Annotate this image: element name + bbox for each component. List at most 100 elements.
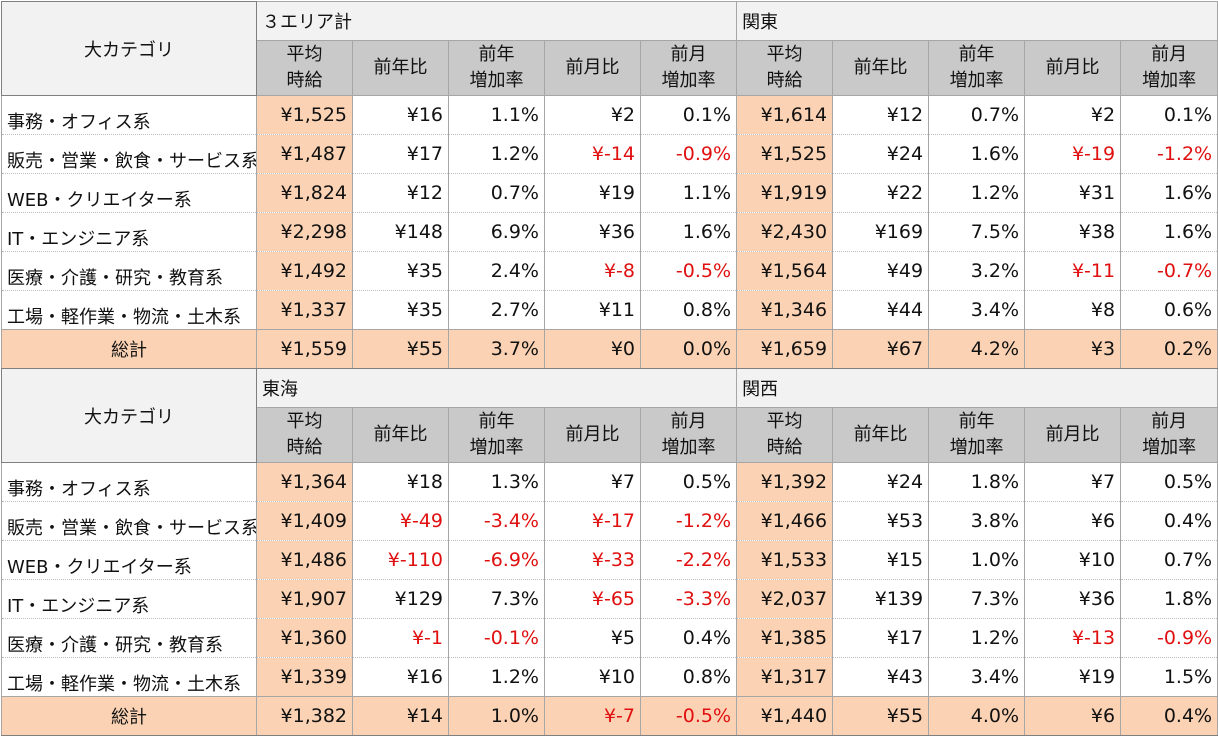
value-cell: ¥1,360 bbox=[256, 618, 353, 658]
column-header: 前月 増加率 bbox=[639, 407, 738, 463]
category-label: IT・エンジニア系 bbox=[1, 579, 257, 619]
value-cell: ¥-65 bbox=[544, 579, 641, 619]
value-cell: ¥1,614 bbox=[736, 95, 834, 135]
value-cell: 1.5% bbox=[1120, 657, 1218, 697]
column-header: 前年比 bbox=[832, 407, 930, 463]
value-cell: ¥14 bbox=[352, 696, 449, 736]
column-header: 前月比 bbox=[1024, 407, 1122, 463]
subheader-row: 平均 時給 前年比 前年 増加率 前月比 前月 増加率 平均 時給 前年比 前年 増加率 前月比… bbox=[2, 40, 1218, 96]
category-label: 事務・オフィス系 bbox=[1, 95, 257, 135]
value-cell: ¥1,564 bbox=[736, 251, 834, 291]
value-cell: ¥12 bbox=[352, 173, 449, 213]
table-row: 工場・軽作業・物流・土木系 ¥1,337 ¥35 2.7% ¥11 0.8% ¥1,346 ¥… bbox=[1, 290, 1218, 330]
table-row: IT・エンジニア系 ¥2,298 ¥148 6.9% ¥36 1.6% ¥2,430 ¥169… bbox=[1, 212, 1218, 252]
value-cell: ¥-11 bbox=[1024, 251, 1122, 291]
value-cell: ¥3 bbox=[1024, 329, 1122, 369]
value-cell: 0.4% bbox=[639, 618, 738, 658]
value-cell: -1.2% bbox=[1120, 134, 1218, 174]
value-cell: ¥1,337 bbox=[256, 290, 353, 330]
value-cell: -0.7% bbox=[1120, 251, 1218, 291]
region-header: ３エリア計 bbox=[255, 1, 738, 41]
value-cell: ¥139 bbox=[832, 579, 930, 619]
wage-table: 大カテゴリ ３エリア計 関東 平均 時給 前年比 前年 増加率 前月比 前月 増加率 平均 時給… bbox=[1, 1, 1218, 736]
value-cell: ¥36 bbox=[1024, 579, 1122, 619]
value-cell: ¥1,364 bbox=[256, 462, 353, 502]
category-label: 医療・介護・研究・教育系 bbox=[1, 251, 257, 291]
value-cell: 1.8% bbox=[1120, 579, 1218, 619]
column-header: 前年 増加率 bbox=[448, 40, 545, 96]
value-cell: ¥12 bbox=[832, 95, 930, 135]
category-label: IT・エンジニア系 bbox=[1, 212, 257, 252]
value-cell: 3.8% bbox=[928, 501, 1026, 541]
value-cell: ¥10 bbox=[1024, 540, 1122, 580]
value-cell: ¥1,382 bbox=[256, 696, 353, 736]
value-cell: -6.9% bbox=[448, 540, 545, 580]
category-label: 販売・営業・飲食・サービス系 bbox=[1, 134, 257, 174]
value-cell: 7.3% bbox=[928, 579, 1026, 619]
value-cell: 0.4% bbox=[1120, 696, 1218, 736]
value-cell: 0.5% bbox=[639, 462, 738, 502]
value-cell: 0.6% bbox=[1120, 290, 1218, 330]
value-cell: 1.8% bbox=[928, 462, 1026, 502]
category-header: 大カテゴリ bbox=[1, 1, 257, 96]
column-header: 前年比 bbox=[352, 407, 449, 463]
value-cell: 0.8% bbox=[639, 290, 738, 330]
value-cell: ¥7 bbox=[1024, 462, 1122, 502]
total-label: 総計 bbox=[1, 329, 257, 369]
table-row: 医療・介護・研究・教育系 ¥1,360 ¥-1 -0.1% ¥5 0.4% ¥1,385 ¥1… bbox=[1, 618, 1218, 658]
value-cell: ¥1,466 bbox=[736, 501, 834, 541]
value-cell: 1.0% bbox=[448, 696, 545, 736]
total-row: 総計 ¥1,559 ¥55 3.7% ¥0 0.0% ¥1,659 ¥67 4.2% ¥3 0.2% bbox=[1, 329, 1218, 369]
table-row: 工場・軽作業・物流・土木系 ¥1,339 ¥16 1.2% ¥10 0.8% ¥1,317 ¥… bbox=[1, 657, 1218, 697]
total-label: 総計 bbox=[1, 696, 257, 736]
column-header: 平均 時給 bbox=[256, 40, 353, 96]
value-cell: 0.7% bbox=[928, 95, 1026, 135]
value-cell: ¥1,525 bbox=[736, 134, 834, 174]
value-cell: ¥38 bbox=[1024, 212, 1122, 252]
column-header: 平均 時給 bbox=[736, 40, 834, 96]
value-cell: ¥2 bbox=[1024, 95, 1122, 135]
region-header-row: 大カテゴリ 東海 関西 bbox=[1, 368, 1218, 463]
value-cell: 1.2% bbox=[448, 134, 545, 174]
value-cell: 4.0% bbox=[928, 696, 1026, 736]
region-header: 関西 bbox=[736, 368, 1218, 408]
value-cell: ¥19 bbox=[544, 173, 641, 213]
value-cell: -1.2% bbox=[639, 501, 738, 541]
category-label: 事務・オフィス系 bbox=[1, 462, 257, 502]
value-cell: 1.6% bbox=[1120, 212, 1218, 252]
category-label: WEB・クリエイター系 bbox=[1, 173, 257, 213]
value-cell: -0.5% bbox=[639, 251, 738, 291]
column-header: 前月 増加率 bbox=[639, 40, 738, 96]
value-cell: ¥-7 bbox=[544, 696, 641, 736]
value-cell: ¥10 bbox=[544, 657, 641, 697]
value-cell: ¥-49 bbox=[352, 501, 449, 541]
value-cell: -0.9% bbox=[1120, 618, 1218, 658]
value-cell: 7.5% bbox=[928, 212, 1026, 252]
value-cell: ¥-13 bbox=[1024, 618, 1122, 658]
column-header: 平均 時給 bbox=[256, 407, 353, 463]
value-cell: 0.2% bbox=[1120, 329, 1218, 369]
value-cell: -2.2% bbox=[639, 540, 738, 580]
value-cell: 3.4% bbox=[928, 290, 1026, 330]
value-cell: ¥169 bbox=[832, 212, 930, 252]
column-header: 前年 増加率 bbox=[928, 407, 1026, 463]
value-cell: ¥1,659 bbox=[736, 329, 834, 369]
category-header: 大カテゴリ bbox=[1, 368, 257, 463]
value-cell: ¥1,919 bbox=[736, 173, 834, 213]
value-cell: ¥18 bbox=[352, 462, 449, 502]
value-cell: ¥35 bbox=[352, 290, 449, 330]
region-header: 東海 bbox=[255, 368, 738, 408]
table-row: 販売・営業・飲食・サービス系 ¥1,487 ¥17 1.2% ¥-14 -0.9% ¥1,5… bbox=[1, 134, 1218, 174]
value-cell: 0.0% bbox=[639, 329, 738, 369]
value-cell: 0.4% bbox=[1120, 501, 1218, 541]
category-label: 医療・介護・研究・教育系 bbox=[1, 618, 257, 658]
value-cell: ¥24 bbox=[832, 134, 930, 174]
value-cell: ¥1,533 bbox=[736, 540, 834, 580]
value-cell: ¥2,037 bbox=[736, 579, 834, 619]
value-cell: 0.1% bbox=[1120, 95, 1218, 135]
value-cell: 6.9% bbox=[448, 212, 545, 252]
value-cell: ¥55 bbox=[352, 329, 449, 369]
value-cell: 7.3% bbox=[448, 579, 545, 619]
value-cell: 1.0% bbox=[928, 540, 1026, 580]
value-cell: ¥0 bbox=[544, 329, 641, 369]
